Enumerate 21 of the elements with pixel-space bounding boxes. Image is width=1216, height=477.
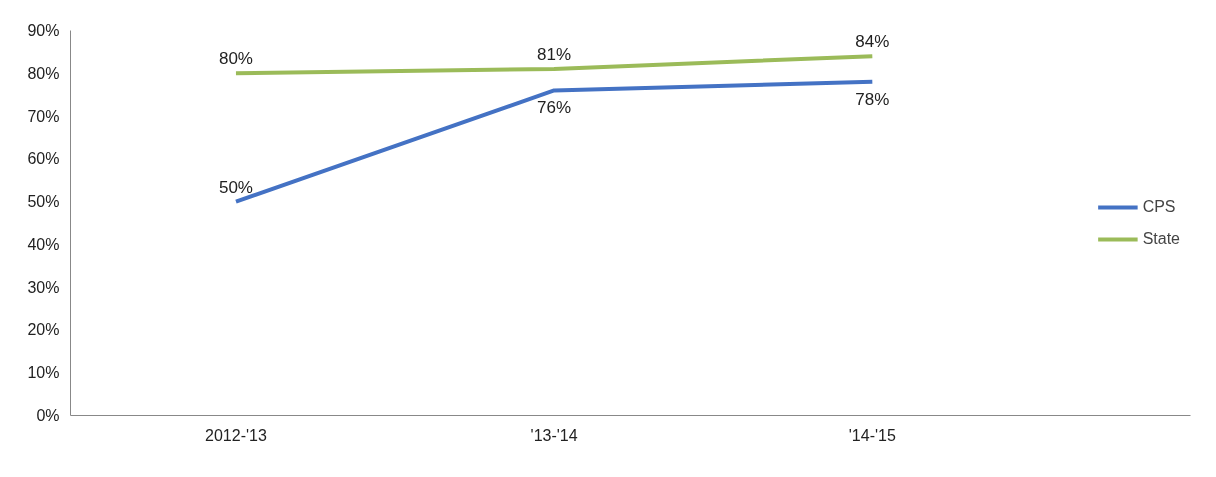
y-tick-label: 70% [27, 107, 60, 125]
y-tick-label: 80% [27, 64, 60, 82]
legend-label: State [1142, 229, 1180, 248]
data-label: 76% [537, 98, 572, 118]
legend-label: CPS [1142, 197, 1176, 216]
y-tick-label: 10% [27, 364, 60, 382]
y-tick-label: 60% [27, 150, 60, 168]
data-label: 81% [537, 45, 572, 64]
y-tick-label: 0% [36, 407, 60, 424]
data-label: 78% [855, 89, 890, 109]
x-tick-label: 2012-'13 [205, 426, 267, 444]
data-label: 84% [855, 32, 890, 52]
y-tick-label: 40% [27, 235, 60, 253]
x-tick-label: '14-'15 [848, 426, 896, 444]
y-tick-label: 30% [27, 278, 60, 296]
data-label: 50% [218, 177, 253, 197]
data-label: 80% [218, 49, 253, 69]
x-tick-label: '13-'14 [530, 426, 578, 444]
y-tick-label: 50% [27, 193, 60, 211]
y-tick-label: 90% [27, 22, 60, 39]
y-tick-label: 20% [27, 321, 60, 339]
